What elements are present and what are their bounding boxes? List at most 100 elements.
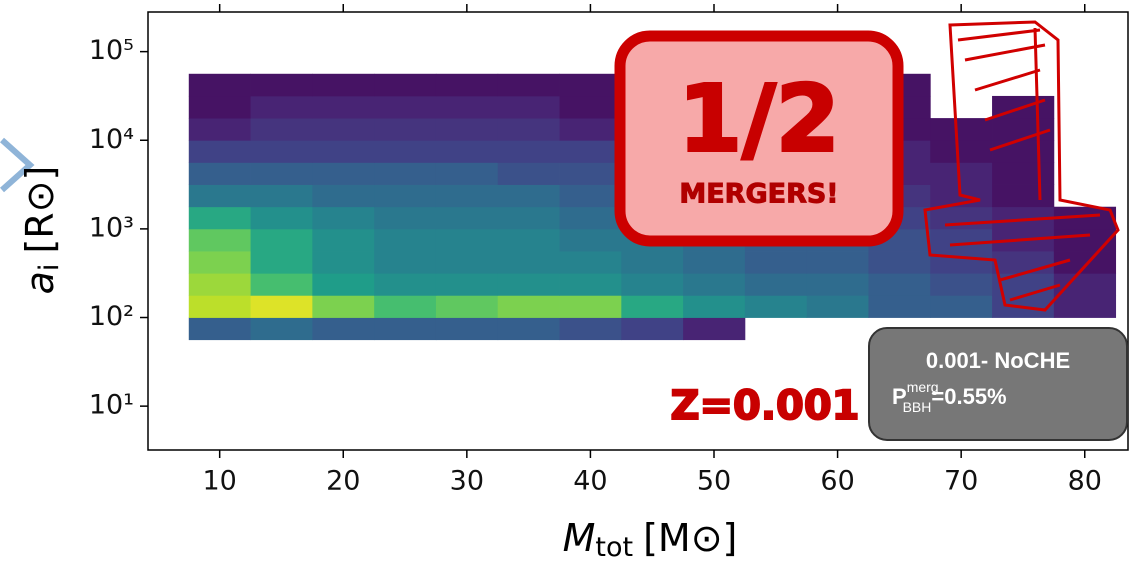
prob-superscript: merg [907,379,939,395]
y-axis-label: ai [R⊙] [18,166,65,295]
hist-cell [497,118,560,141]
hist-cell [374,95,437,119]
hist-cell [559,317,622,341]
callout-text: MERGERS! [679,179,838,210]
hist-cell [374,317,437,341]
y-tick-label: 10¹ [89,390,134,421]
hist-cell [374,228,437,252]
hist-cell [312,184,375,208]
hist-cell [374,162,437,185]
hist-cell [250,162,313,185]
hist-cell [559,184,622,208]
hist-cell [559,206,622,230]
hist-cell [806,273,869,296]
hist-cell [497,273,560,296]
hist-cell [250,95,313,119]
hist-cell [435,251,499,274]
x-tick-label: 10 [202,466,236,497]
hist-cell [683,251,746,274]
hist-cell [559,118,622,141]
hist-cell [250,295,313,318]
hist-cell [930,206,993,230]
hist-cell [992,184,1055,208]
hist-cell [188,73,251,97]
hist-cell [435,95,499,119]
hist-cell [250,228,313,252]
metallicity-label: Z=0.001 [670,383,859,429]
x-tick-label: 40 [573,466,607,497]
hist-cell [930,228,993,252]
hist-cell [374,206,437,230]
hist-cell [435,295,499,318]
hist-cell [497,162,560,185]
hist-cell [188,118,251,141]
hist-cell [435,140,499,163]
y-tick-label: 10³ [89,212,134,243]
hist-cell [312,295,375,318]
hist-cell [1053,206,1117,230]
hist-cell [497,206,560,230]
y-tick-label: 10⁴ [89,124,134,155]
hist-cell [497,295,560,318]
hist-cell [930,162,993,185]
hist-cell [559,273,622,296]
hist-cell [374,251,437,274]
hist-cell [435,118,499,141]
hist-cell [188,228,251,252]
hist-cell [1053,295,1117,318]
hist-cell [250,73,313,97]
y-tick-label: 10⁵ [89,35,134,66]
hist-cell [188,162,251,185]
hist-cell [621,251,684,274]
hist-cell [435,273,499,296]
hist-cell [806,251,869,274]
hist-cell [930,140,993,163]
prob-subscript: BBH [903,399,932,415]
hist-cell [312,317,375,341]
nav-arrow [0,137,35,193]
hist-cell [992,251,1055,274]
y-label-symbol: a [18,271,62,294]
x-label-symbol: M [563,516,596,560]
x-tick-label: 20 [326,466,360,497]
hist-cell [374,118,437,141]
hist-cell [744,273,808,296]
hist-cell [188,317,251,341]
hist-cell [744,295,808,318]
prob-value: =0.55% [931,384,1006,409]
hist-cell [930,295,993,318]
hist-cell [312,251,375,274]
hist-cell [559,228,622,252]
info-box-bg [868,327,1128,441]
hist-cell [312,228,375,252]
hist-cell [250,251,313,274]
hist-cell [188,206,251,230]
hist-cell [435,184,499,208]
hist-cell [435,162,499,185]
hist-cell [992,206,1055,230]
y-tick-label: 10² [89,301,134,332]
info-model: 0.001- NoCHE [926,348,1070,373]
hist-cell [312,206,375,230]
hist-cell [868,273,931,296]
hist-cell [497,184,560,208]
info-box: 0.001- NoCHE Pmerg BBH=0.55% [868,327,1128,441]
hist-cell [621,317,684,341]
hist-cell [312,162,375,185]
info-probability: Pmerg BBH=0.55% [892,379,1007,415]
hist-cell [312,140,375,163]
hist-cell [435,317,499,341]
hist-cell [188,295,251,318]
hist-cell [250,118,313,141]
hist-cell [683,295,746,318]
hist-cell [188,251,251,274]
x-label-subscript: tot [595,532,633,563]
hist-cell [559,162,622,185]
hist-cell [188,140,251,163]
hist-cell [312,73,375,97]
callout: 1/2 MERGERS! [614,30,904,247]
hist-cell [497,73,560,97]
hist-cell [250,140,313,163]
hist-cell [188,95,251,119]
hist-cell [621,295,684,318]
